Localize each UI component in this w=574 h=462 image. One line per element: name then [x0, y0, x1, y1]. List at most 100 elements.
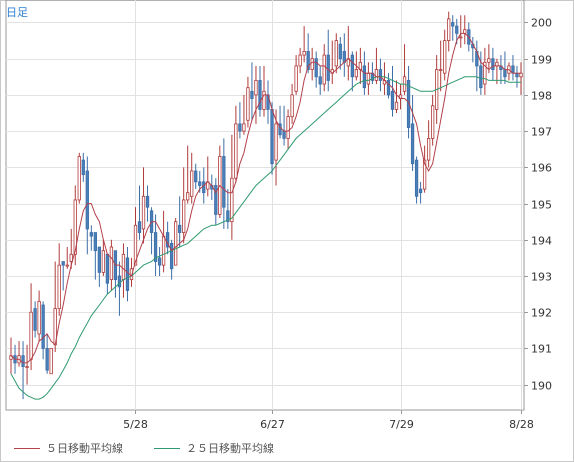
- candle-body: [286, 116, 290, 139]
- legend-ma5: ５日移動平均線: [14, 440, 123, 456]
- y-tick-label: 195: [531, 199, 552, 212]
- candle-body: [33, 308, 37, 331]
- candle-body: [85, 170, 89, 230]
- candle-body: [186, 192, 190, 201]
- ma25-line: [10, 76, 521, 400]
- candle-body: [222, 156, 226, 208]
- y-tick-label: 190: [531, 380, 552, 393]
- candle-body: [342, 51, 346, 63]
- candle-body: [443, 40, 447, 74]
- candle-body: [479, 65, 483, 89]
- candle-body: [61, 261, 65, 266]
- candle-body: [178, 224, 182, 233]
- candle-body: [519, 72, 523, 78]
- candle-body: [109, 246, 114, 281]
- candle-body: [418, 188, 423, 194]
- candle-body: [246, 87, 250, 121]
- candle-body: [238, 123, 242, 132]
- candle-body: [322, 54, 326, 85]
- candle-body: [491, 58, 495, 70]
- candle-body: [41, 304, 45, 349]
- candle-body: [270, 109, 274, 165]
- candle-body: [202, 181, 206, 194]
- y-tick-label: 199: [531, 54, 552, 67]
- candle-body: [302, 51, 306, 56]
- candle-body: [294, 65, 298, 92]
- candle-body: [338, 43, 342, 60]
- candle-body: [274, 123, 278, 161]
- candle-body: [101, 250, 106, 273]
- candle-body: [182, 199, 186, 233]
- candle-body: [97, 246, 101, 273]
- candle-body: [93, 232, 97, 252]
- candle-body: [230, 177, 234, 223]
- candle-body: [334, 40, 338, 67]
- candle-body: [314, 58, 318, 78]
- candle-body: [463, 29, 467, 34]
- legend-ma5-swatch: [14, 447, 40, 449]
- candle-body: [77, 156, 81, 201]
- candle-body: [25, 366, 29, 368]
- candle-body: [350, 54, 354, 78]
- candle-body: [455, 25, 459, 34]
- candle-body: [386, 80, 391, 96]
- candle-body: [49, 348, 53, 375]
- candle-body: [366, 72, 371, 85]
- candle-body: [198, 181, 202, 186]
- candle-body: [37, 300, 41, 335]
- candle-body: [254, 80, 258, 96]
- candle-body: [190, 170, 194, 197]
- legend-ma5-label: ５日移動平均線: [46, 442, 123, 455]
- candle-body: [174, 221, 178, 266]
- candle-body: [326, 54, 330, 81]
- candle-body: [394, 101, 399, 110]
- candle-body: [141, 195, 146, 230]
- y-tick-label: 198: [531, 90, 552, 103]
- candle-body: [65, 264, 69, 267]
- candle-body: [262, 90, 266, 110]
- y-tick-label: 191: [531, 343, 552, 356]
- y-tick-label: 196: [531, 162, 552, 175]
- candle-body: [439, 69, 443, 71]
- candle-body: [153, 232, 158, 262]
- y-axis: 190 191 192 193 194 195 196 197 198 199 200: [524, 17, 552, 393]
- x-tick-label: 8/28: [509, 418, 534, 431]
- candle-body: [374, 69, 379, 81]
- candle-body: [69, 253, 73, 262]
- x-tick-label: 7/29: [389, 418, 414, 431]
- candle-body: [310, 58, 314, 70]
- candle-body: [447, 18, 451, 41]
- candle-body: [451, 22, 455, 27]
- candle-body: [242, 123, 246, 132]
- candle-body: [422, 159, 427, 190]
- candle-body: [45, 348, 49, 371]
- candle-body: [431, 105, 435, 139]
- candle-body: [57, 264, 61, 309]
- candle-body: [406, 80, 411, 128]
- y-tick-label: 200: [531, 17, 552, 30]
- candle-body: [121, 253, 126, 281]
- candle-body: [298, 54, 302, 67]
- period-label[interactable]: 日足: [6, 6, 28, 19]
- candle-body: [89, 232, 93, 237]
- candle-body: [515, 72, 519, 78]
- legend-ma25-swatch: [154, 447, 180, 449]
- y-tick-label: 193: [531, 271, 552, 284]
- candle-body: [378, 69, 383, 81]
- y-tick-label: 192: [531, 307, 552, 320]
- candle-body: [306, 51, 310, 70]
- candle-body: [165, 232, 170, 248]
- candle-body: [21, 355, 25, 367]
- candle-body: [81, 159, 85, 175]
- candle-body: [125, 257, 130, 291]
- candle-body: [282, 130, 286, 139]
- candle-body: [459, 36, 463, 39]
- candle-body: [503, 69, 507, 78]
- ma5-line: [10, 32, 521, 364]
- candle-body: [194, 170, 198, 183]
- legend-ma25: ２５日移動平均線: [154, 440, 274, 456]
- x-tick-label: 6/27: [260, 418, 285, 431]
- candle-body: [169, 243, 174, 270]
- candle-body: [234, 123, 238, 179]
